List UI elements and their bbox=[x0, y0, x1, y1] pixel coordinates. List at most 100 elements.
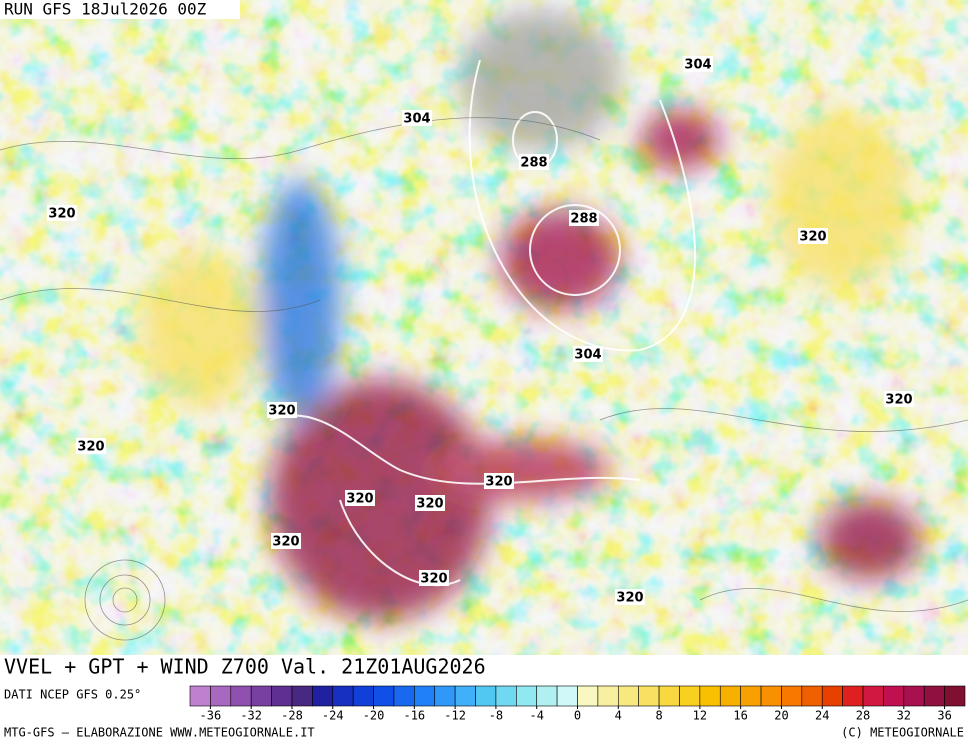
colorbar-tick-label: 0 bbox=[574, 709, 581, 723]
map-title: VVEL + GPT + WIND Z700 Val. 21Z01AUG2026 bbox=[4, 655, 486, 679]
colorbar-box bbox=[577, 685, 599, 707]
colorbar-tick-label: 8 bbox=[655, 709, 662, 723]
contour-label-bg bbox=[415, 495, 445, 511]
contour-label: 304 bbox=[574, 348, 601, 363]
colorbar-box bbox=[842, 685, 864, 707]
contour-label-bg bbox=[345, 490, 375, 506]
colorbar-tick-label: 4 bbox=[615, 709, 622, 723]
colorbar-tick-label: 24 bbox=[815, 709, 829, 723]
colorbar-box bbox=[189, 685, 211, 707]
contour-label-bg bbox=[798, 228, 828, 244]
colorbar-tick-label: 20 bbox=[774, 709, 788, 723]
contour-label-bg bbox=[569, 210, 599, 226]
colorbar-tick-label: 28 bbox=[856, 709, 870, 723]
contour-label: 320 bbox=[77, 440, 104, 455]
vvel-blobs bbox=[140, 10, 920, 620]
contour-label: 320 bbox=[799, 230, 826, 245]
colorbar-box bbox=[414, 685, 436, 707]
colorbar-box bbox=[556, 685, 578, 707]
contour-labels: 304 304 288 288 320 320 304 320 320 320 320 320 320 3… bbox=[47, 56, 914, 606]
colorbar-box bbox=[516, 685, 538, 707]
colorbar-box bbox=[617, 685, 639, 707]
contour-label: 320 bbox=[346, 492, 373, 507]
contour-label-bg bbox=[573, 346, 603, 362]
wind-streamlines bbox=[0, 117, 968, 641]
colorbar-box bbox=[475, 685, 497, 707]
colorbar-tick-label: -4 bbox=[529, 709, 543, 723]
colorbar-tick-label: 12 bbox=[693, 709, 707, 723]
colorbar-box bbox=[312, 685, 334, 707]
contour-label: 288 bbox=[570, 212, 597, 227]
colorbar-box bbox=[393, 685, 415, 707]
colorbar-box bbox=[923, 685, 945, 707]
contour-label: 320 bbox=[885, 393, 912, 408]
contour-label-bg bbox=[47, 205, 77, 221]
colorbar-box bbox=[862, 685, 884, 707]
colorbar-tick-label: -16 bbox=[403, 709, 425, 723]
colorbar-box bbox=[291, 685, 313, 707]
colorbar-box bbox=[536, 685, 558, 707]
colorbar-tick-label: 16 bbox=[733, 709, 747, 723]
contour-label-bg bbox=[402, 110, 432, 126]
colorbar-box bbox=[210, 685, 232, 707]
contour-label: 320 bbox=[420, 572, 447, 587]
colorbar-box bbox=[352, 685, 374, 707]
contour-label: 320 bbox=[48, 207, 75, 222]
colorbar-tick-label: -28 bbox=[281, 709, 303, 723]
colorbar-box bbox=[638, 685, 660, 707]
colorbar-box bbox=[658, 685, 680, 707]
colorbar-tick-label: 32 bbox=[897, 709, 911, 723]
colorbar-tick-label: -8 bbox=[489, 709, 503, 723]
colorbar-box bbox=[597, 685, 619, 707]
colorbar-tick-label: -32 bbox=[240, 709, 262, 723]
colorbar-box bbox=[740, 685, 762, 707]
colorbar-box bbox=[781, 685, 803, 707]
footer-right: (C) METEOGIORNALE bbox=[841, 726, 964, 740]
contour-label: 320 bbox=[272, 535, 299, 550]
contour-label-bg bbox=[615, 589, 645, 605]
colorbar-box bbox=[944, 685, 966, 707]
colorbar-tick-label: -20 bbox=[363, 709, 385, 723]
colorbar-tick-label: 36 bbox=[937, 709, 951, 723]
contour-label: 320 bbox=[616, 591, 643, 606]
colorbar-box bbox=[332, 685, 354, 707]
colorbar-box bbox=[821, 685, 843, 707]
contour-label-bg bbox=[884, 391, 914, 407]
source-label: DATI NCEP GFS 0.25° bbox=[4, 688, 141, 702]
contour-label: 304 bbox=[403, 112, 430, 127]
colorbar-box bbox=[434, 685, 456, 707]
colorbar-box bbox=[699, 685, 721, 707]
colorbar-box bbox=[373, 685, 395, 707]
colorbar-box bbox=[230, 685, 252, 707]
contour-label: 320 bbox=[485, 475, 512, 490]
colorbar-tick-label: -12 bbox=[444, 709, 466, 723]
colorbar-box bbox=[903, 685, 925, 707]
colorbar-box bbox=[760, 685, 782, 707]
colorbar-box bbox=[454, 685, 476, 707]
run-label: RUN GFS 18Jul2026 00Z bbox=[4, 0, 207, 19]
colorbar-box bbox=[679, 685, 701, 707]
contour-label-bg bbox=[419, 570, 449, 586]
colorbar-box bbox=[719, 685, 741, 707]
contour-label-bg bbox=[76, 438, 106, 454]
contour-label: 320 bbox=[268, 404, 295, 419]
colorbar-box bbox=[271, 685, 293, 707]
contour-label: 288 bbox=[520, 156, 547, 171]
contour-label-bg bbox=[484, 473, 514, 489]
contour-label-bg bbox=[683, 56, 713, 72]
contour-label-bg bbox=[519, 154, 549, 170]
colorbar-tick-label: -24 bbox=[322, 709, 344, 723]
colorbar-box bbox=[801, 685, 823, 707]
contour-label: 320 bbox=[416, 497, 443, 512]
footer-left: MTG-GFS — ELABORAZIONE WWW.METEOGIORNALE… bbox=[4, 726, 315, 740]
contour-label: 304 bbox=[684, 58, 711, 73]
colorbar-box bbox=[495, 685, 517, 707]
colorbar-box bbox=[250, 685, 272, 707]
colorbar: -36 -32 -28 -24 -20 -16 -12 -8 -4 0 4 8 12 16 20 24 28 32… bbox=[189, 685, 966, 723]
contour-label-bg bbox=[271, 533, 301, 549]
colorbar-box bbox=[883, 685, 905, 707]
header-box bbox=[0, 0, 240, 19]
colorbar-tick-label: -36 bbox=[200, 709, 222, 723]
contour-label-bg bbox=[267, 402, 297, 418]
